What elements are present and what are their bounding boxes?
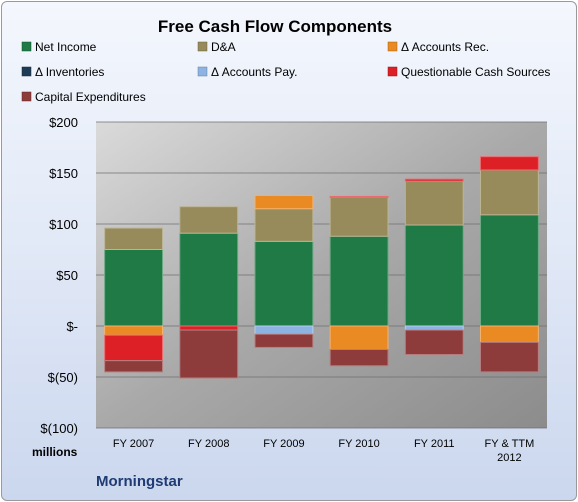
bar-fy-2011-questionable-cash-sources	[404, 178, 464, 182]
legend-swatch-accounts-rec	[387, 41, 398, 52]
bar-fy-2009-d-a	[254, 208, 314, 242]
bar-fy-ttm-2012-capital-expenditures	[479, 341, 539, 373]
bar-fy-2007-d-a	[104, 227, 164, 251]
legend-label-capital-expenditures: Capital Expenditures	[35, 90, 146, 104]
bar-fy-ttm-2012-questionable-cash-sources	[479, 156, 539, 171]
bar-fy-2009-capital-expenditures	[254, 333, 314, 348]
bar-fy-2010-net-income	[329, 235, 389, 327]
bar-fy-ttm-2012-accounts-rec	[479, 325, 539, 343]
x-tick-label: FY & TTM 2012	[485, 438, 535, 464]
bar-fy-2010-capital-expenditures	[329, 348, 389, 367]
bar-fy-2008-questionable-cash-sources	[179, 325, 239, 331]
bar-fy-2010-accounts-rec	[329, 325, 389, 350]
bar-fy-2007-accounts-rec	[104, 325, 164, 336]
legend-swatch-questionable-cash-sources	[387, 66, 398, 77]
bar-fy-2007-capital-expenditures	[104, 360, 164, 373]
y-tick-label: $(50)	[48, 370, 78, 385]
bar-fy-2010-questionable-cash-sources	[329, 195, 389, 198]
legend-swatch-capital-expenditures	[21, 91, 32, 102]
x-tick-label: FY 2010	[338, 438, 379, 450]
source-label: Morningstar	[96, 473, 183, 490]
bar-fy-2008-net-income	[179, 232, 239, 327]
bar-fy-2011-d-a	[404, 180, 464, 226]
legend-swatch-d-a	[197, 41, 208, 52]
bars	[104, 156, 539, 379]
y-tick-label: $200	[49, 115, 78, 130]
y-tick-label: $50	[56, 268, 78, 283]
bar-fy-2007-questionable-cash-sources	[104, 334, 164, 362]
legend-swatch-net-income	[21, 41, 32, 52]
legend-label-questionable-cash-sources: Questionable Cash Sources	[401, 65, 550, 79]
legend-swatch-inventories	[21, 66, 32, 77]
x-tick-label: FY 2008	[188, 438, 229, 450]
x-tick-label: FY 2009	[263, 438, 304, 450]
bar-fy-2011-capital-expenditures	[404, 329, 464, 356]
legend-label-inventories: Δ Inventories	[35, 65, 104, 79]
y-tick-label: $-	[66, 319, 78, 334]
bar-fy-2011-accounts-pay	[404, 325, 464, 331]
gridlines	[96, 121, 547, 429]
legend-label-net-income: Net Income	[35, 40, 97, 54]
units-label: millions	[32, 445, 78, 459]
chart-title: Free Cash Flow Components	[158, 17, 392, 36]
y-tick-label: $150	[49, 166, 78, 181]
legend-swatch-accounts-pay	[197, 66, 208, 77]
bar-fy-2011-net-income	[404, 224, 464, 327]
bar-fy-ttm-2012-d-a	[479, 169, 539, 216]
bar-fy-2009-accounts-pay	[254, 325, 314, 335]
x-tick-label: FY 2011	[414, 438, 455, 450]
legend-label-accounts-pay: Δ Accounts Pay.	[211, 65, 298, 79]
bar-fy-2009-accounts-rec	[254, 194, 314, 210]
bar-fy-ttm-2012-net-income	[479, 214, 539, 327]
legend: Net Income D&A Δ Accounts Rec. Δ Inventorie…	[21, 40, 550, 104]
bar-fy-2010-d-a	[329, 196, 389, 237]
legend-label-d-a: D&A	[211, 40, 236, 54]
x-axis: FY 2007 FY 2008 FY 2009 FY 2010 FY 2011 FY & …	[113, 438, 534, 464]
bar-fy-2007-net-income	[104, 249, 164, 327]
y-tick-label: $100	[49, 217, 78, 232]
bar-fy-2009-net-income	[254, 240, 314, 327]
legend-label-accounts-rec: Δ Accounts Rec.	[401, 40, 489, 54]
x-tick-label: FY 2007	[113, 438, 154, 450]
y-tick-label: $(100)	[40, 421, 78, 436]
y-axis: $(100) $(50) $- $50 $100 $150 $200	[40, 115, 78, 436]
bar-fy-2008-d-a	[179, 206, 239, 234]
bar-fy-2008-capital-expenditures	[179, 329, 239, 379]
